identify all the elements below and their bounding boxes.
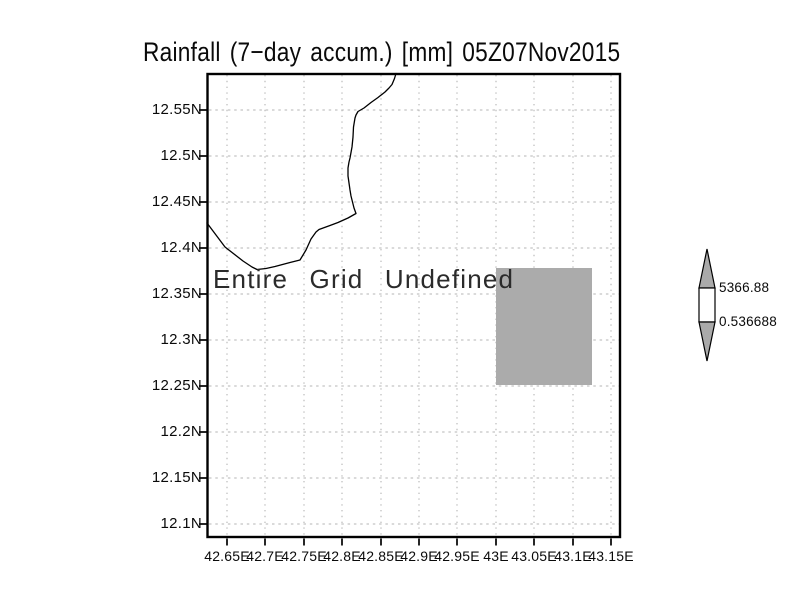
colorbar-min-label: 0.536688 <box>719 314 777 329</box>
colorbar-lower-arrow <box>698 321 716 362</box>
colorbar <box>698 248 716 362</box>
lon-label: 42.65E <box>204 548 250 564</box>
lat-label: 12.2N <box>160 423 202 440</box>
lon-label: 42.95E <box>434 548 480 564</box>
lat-label: 12.4N <box>160 239 202 256</box>
longitude-gridlines <box>226 75 612 536</box>
undefined-region <box>496 268 592 385</box>
lat-label: 12.5N <box>160 147 202 164</box>
colorbar-max-label: 5366.88 <box>719 280 770 295</box>
coastline <box>206 72 397 271</box>
lat-label: 12.3N <box>160 331 202 348</box>
colorbar-body <box>698 287 716 323</box>
page-title: Rainfall (7−day accum.) [mm] 05Z07Nov201… <box>143 37 621 67</box>
lat-label: 12.1N <box>160 515 202 532</box>
lon-label: 43.05E <box>511 548 557 564</box>
lat-label: 12.55N <box>151 101 202 118</box>
lon-label: 43E <box>483 548 509 564</box>
lon-label: 42.85E <box>358 548 404 564</box>
lat-label: 12.15N <box>151 469 202 486</box>
lon-label: 43.15E <box>588 548 634 564</box>
lon-label: 42.9E <box>400 548 438 564</box>
longitude-ticks <box>226 538 612 546</box>
colorbar-upper-arrow <box>698 248 716 289</box>
latitude-ticks <box>199 109 207 525</box>
lat-label: 12.45N <box>151 193 202 210</box>
lon-label: 42.7E <box>246 548 284 564</box>
lat-label: 12.25N <box>151 377 202 394</box>
grid-undefined-message: Entire Grid Undefined <box>213 264 515 294</box>
map-frame <box>206 72 622 539</box>
lon-label: 42.75E <box>281 548 327 564</box>
lat-label: 12.35N <box>151 285 202 302</box>
lon-label: 42.8E <box>323 548 361 564</box>
lon-label: 43.1E <box>554 548 592 564</box>
